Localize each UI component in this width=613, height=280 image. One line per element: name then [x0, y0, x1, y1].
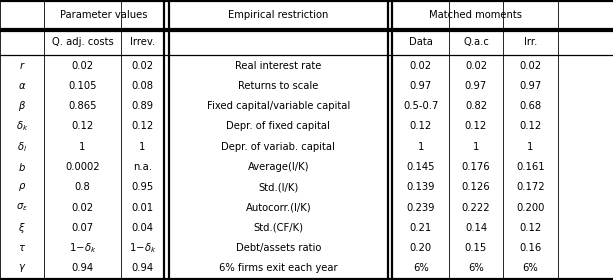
- Text: 0.14: 0.14: [465, 223, 487, 233]
- Text: 0.176: 0.176: [462, 162, 490, 172]
- Text: $\gamma$: $\gamma$: [18, 262, 26, 274]
- Text: 0.12: 0.12: [131, 122, 154, 131]
- Text: 0.12: 0.12: [519, 122, 541, 131]
- Text: 0.95: 0.95: [131, 182, 154, 192]
- Text: 0.97: 0.97: [519, 81, 541, 91]
- Text: Std.(CF/K): Std.(CF/K): [253, 223, 303, 233]
- Text: n.a.: n.a.: [133, 162, 152, 172]
- Text: 0.222: 0.222: [462, 203, 490, 213]
- Text: 0.200: 0.200: [516, 203, 544, 213]
- Text: $b$: $b$: [18, 161, 26, 173]
- Text: 0.145: 0.145: [406, 162, 435, 172]
- Text: Average(I/K): Average(I/K): [248, 162, 309, 172]
- Text: 6%: 6%: [468, 263, 484, 274]
- Text: Autocorr.(I/K): Autocorr.(I/K): [245, 203, 311, 213]
- Text: 0.68: 0.68: [519, 101, 541, 111]
- Text: 0.5-0.7: 0.5-0.7: [403, 101, 438, 111]
- Text: 0.8: 0.8: [75, 182, 90, 192]
- Text: 0.865: 0.865: [68, 101, 97, 111]
- Text: 0.02: 0.02: [71, 60, 94, 71]
- Text: 0.15: 0.15: [465, 243, 487, 253]
- Text: Std.(I/K): Std.(I/K): [258, 182, 299, 192]
- Text: 6%: 6%: [522, 263, 538, 274]
- Text: Parameter values: Parameter values: [61, 10, 148, 20]
- Text: 0.01: 0.01: [131, 203, 154, 213]
- Text: 0.97: 0.97: [409, 81, 432, 91]
- Text: $\tau$: $\tau$: [18, 243, 26, 253]
- Text: 0.126: 0.126: [462, 182, 490, 192]
- Text: 0.12: 0.12: [71, 122, 94, 131]
- Text: 0.94: 0.94: [131, 263, 154, 274]
- Text: $\delta_k$: $\delta_k$: [16, 120, 28, 133]
- Text: 1: 1: [473, 142, 479, 152]
- Text: 1: 1: [417, 142, 424, 152]
- Text: 0.02: 0.02: [131, 60, 154, 71]
- Text: 0.02: 0.02: [71, 203, 94, 213]
- Text: 0.08: 0.08: [132, 81, 153, 91]
- Text: 0.0002: 0.0002: [65, 162, 100, 172]
- Text: 0.12: 0.12: [409, 122, 432, 131]
- Text: $\beta$: $\beta$: [18, 99, 26, 113]
- Text: 0.04: 0.04: [132, 223, 153, 233]
- Text: 0.02: 0.02: [465, 60, 487, 71]
- Text: 1: 1: [79, 142, 86, 152]
- Text: 0.139: 0.139: [406, 182, 435, 192]
- Text: $\rho$: $\rho$: [18, 181, 26, 193]
- Text: Depr. of variab. capital: Depr. of variab. capital: [221, 142, 335, 152]
- Text: 0.105: 0.105: [68, 81, 97, 91]
- Text: $\xi$: $\xi$: [18, 221, 26, 235]
- Text: Q.a.c: Q.a.c: [463, 37, 489, 47]
- Text: 0.97: 0.97: [465, 81, 487, 91]
- Text: 6% firms exit each year: 6% firms exit each year: [219, 263, 338, 274]
- Text: $1\!-\!\delta_k$: $1\!-\!\delta_k$: [69, 241, 96, 255]
- Text: Matched moments: Matched moments: [428, 10, 522, 20]
- Text: 0.16: 0.16: [519, 243, 541, 253]
- Text: 0.82: 0.82: [465, 101, 487, 111]
- Text: 0.172: 0.172: [516, 182, 544, 192]
- Text: $\delta_l$: $\delta_l$: [17, 140, 27, 154]
- Text: 0.94: 0.94: [71, 263, 94, 274]
- Text: Q. adj. costs: Q. adj. costs: [51, 37, 113, 47]
- Text: Debt/assets ratio: Debt/assets ratio: [235, 243, 321, 253]
- Text: Empirical restriction: Empirical restriction: [228, 10, 329, 20]
- Text: $\alpha$: $\alpha$: [18, 81, 26, 91]
- Text: 0.20: 0.20: [409, 243, 432, 253]
- Text: 1: 1: [527, 142, 533, 152]
- Text: 0.02: 0.02: [409, 60, 432, 71]
- Text: Fixed capital/variable capital: Fixed capital/variable capital: [207, 101, 350, 111]
- Text: 0.02: 0.02: [519, 60, 541, 71]
- Text: Data: Data: [409, 37, 433, 47]
- Text: 0.21: 0.21: [409, 223, 432, 233]
- Text: 0.89: 0.89: [131, 101, 154, 111]
- Text: Depr. of fixed capital: Depr. of fixed capital: [226, 122, 330, 131]
- Text: $\sigma_{\varepsilon}$: $\sigma_{\varepsilon}$: [16, 202, 28, 213]
- Text: 0.161: 0.161: [516, 162, 544, 172]
- Text: $1\!-\!\delta_k$: $1\!-\!\delta_k$: [129, 241, 156, 255]
- Text: 6%: 6%: [413, 263, 428, 274]
- Text: 0.12: 0.12: [465, 122, 487, 131]
- Text: Real interest rate: Real interest rate: [235, 60, 321, 71]
- Text: 1: 1: [139, 142, 146, 152]
- Text: Irrev.: Irrev.: [130, 37, 155, 47]
- Text: $r$: $r$: [19, 60, 25, 71]
- Text: 0.07: 0.07: [71, 223, 94, 233]
- Text: 0.12: 0.12: [519, 223, 541, 233]
- Text: 0.239: 0.239: [406, 203, 435, 213]
- Text: Irr.: Irr.: [524, 37, 537, 47]
- Text: Returns to scale: Returns to scale: [238, 81, 319, 91]
